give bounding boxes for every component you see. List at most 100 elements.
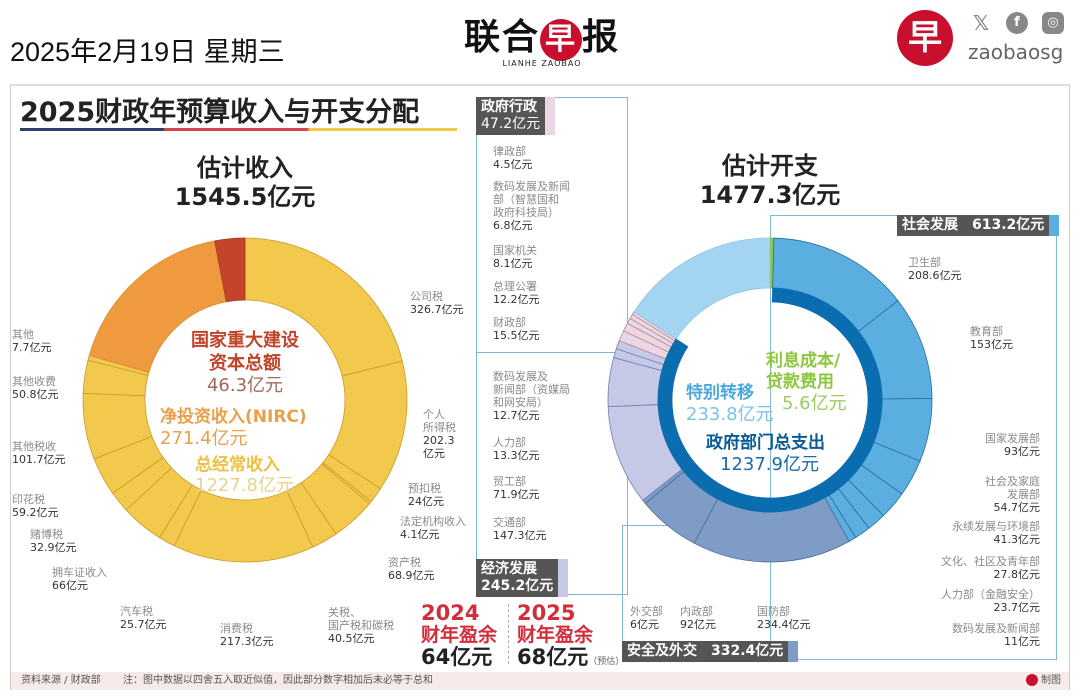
slice-label: 预扣税 24亿元	[408, 482, 444, 508]
slice-label-value: 13.3亿元	[493, 449, 540, 462]
slice-label: 人力部（金融安全） 23.7亿元	[941, 588, 1040, 614]
slice-label-value: 24亿元	[408, 495, 444, 508]
slice-label-value: 41.3亿元	[993, 533, 1041, 546]
slice-label-name: 永续发展与环境部	[952, 520, 1040, 533]
slice-label: 社会及家庭 发展部 54.7亿元	[985, 475, 1040, 514]
slice-label-name: 汽车税	[120, 605, 153, 618]
slice-label-name: 律政部	[493, 145, 526, 158]
surplus-year: 2025	[517, 601, 576, 625]
slice-label: 消费税 217.3亿元	[220, 622, 274, 648]
slice-label-name: 法定机构收入	[400, 515, 466, 528]
ministry-value: 1237.9亿元	[720, 454, 819, 475]
slice-label-value: 234.4亿元	[757, 618, 811, 631]
slice-label: 永续发展与环境部 41.3亿元	[952, 520, 1040, 546]
slice-label: 国防部 234.4亿元	[757, 605, 811, 631]
group-name: 社会发展	[902, 217, 958, 233]
slice-label-name: 国防部	[757, 605, 790, 618]
x-icon[interactable]: 𝕏	[972, 11, 990, 35]
slice-label-value: 40.5亿元	[328, 632, 375, 645]
slice-label-name: 关税、 国产税和碳税	[328, 606, 394, 632]
slice-label: 关税、 国产税和碳税 40.5亿元	[328, 606, 394, 645]
slice-label-value: 93亿元	[1004, 445, 1040, 458]
slice-label-name: 其他收费	[12, 375, 56, 388]
social-handle: zaobaosg	[968, 40, 1064, 64]
special-title: 特别转移	[686, 383, 754, 403]
capital-title: 国家重大建设	[191, 330, 299, 351]
credit-text: 制图	[1041, 675, 1061, 686]
slice-label: 律政部 4.5亿元	[493, 145, 533, 171]
slice-label: 卫生部 208.6亿元	[908, 256, 962, 282]
slice-label-value: 71.9亿元	[493, 488, 540, 501]
slice-label-name: 总理公署	[493, 280, 537, 293]
footnote: 注：图中数据以四舍五入取近似值，因此部分数字相加后未必等于总和	[123, 675, 433, 686]
surplus-year: 2024	[421, 601, 480, 625]
income-total: 1545.5亿元	[174, 183, 316, 211]
slice-label-value: 7.7亿元	[12, 341, 52, 354]
zaobao-brand-icon: 早	[897, 10, 953, 66]
slice-label: 其他 7.7亿元	[12, 328, 52, 354]
slice-label: 其他税收 101.7亿元	[12, 440, 66, 466]
regular-title: 总经常收入	[195, 455, 280, 475]
interest-title-2: 贷款费用	[766, 372, 834, 392]
surplus-note: （预估）	[588, 657, 625, 667]
date: 2025年2月19日 星期三	[10, 37, 285, 67]
lianhe-zaobao-logo: 联合早报 LIANHE ZAOBAO	[452, 8, 632, 68]
facebook-icon[interactable]: f	[1006, 12, 1028, 34]
page-title: 2025财政年预算收入与开支分配	[20, 97, 420, 128]
surplus-label: 财年盈余	[517, 624, 594, 646]
slice-label: 数码发展及 新闻部（资媒局 和网安局） 12.7亿元	[493, 370, 570, 422]
expenditure-slice-21	[633, 237, 771, 340]
slice-label-name: 消费税	[220, 622, 253, 635]
surplus-value: 64亿元	[421, 645, 493, 669]
slice-label-name: 数码发展及新闻部	[952, 622, 1040, 635]
group-name: 安全及外交	[627, 643, 697, 659]
slice-label-name: 其他	[12, 328, 34, 341]
logo-english: LIANHE ZAOBAO	[502, 59, 582, 68]
slice-label-name: 拥车证收入	[52, 566, 107, 579]
slice-label-value: 147.3亿元	[493, 529, 547, 542]
security-tab: 安全及外交 332.4亿元	[622, 641, 799, 662]
slice-label-value: 4.5亿元	[493, 158, 533, 171]
nirc-value: 271.4亿元	[160, 428, 248, 449]
group-value: 245.2亿元	[481, 578, 554, 594]
slice-label-value: 50.8亿元	[12, 388, 59, 401]
slice-label: 拥车证收入 66亿元	[52, 566, 107, 592]
slice-label: 教育部 153亿元	[970, 325, 1013, 351]
interest-title: 利息成本/	[766, 351, 841, 371]
slice-label-value: 92亿元	[680, 618, 716, 631]
slice-label: 人力部 13.3亿元	[493, 436, 540, 462]
expenditure-heading: 估计开支	[722, 152, 818, 180]
slice-label-value: 12.2亿元	[493, 293, 540, 306]
slice-label-value: 208.6亿元	[908, 269, 962, 282]
slice-label-name: 内政部	[680, 605, 713, 618]
slice-label-name: 交通部	[493, 516, 526, 529]
slice-label-name: 外交部	[630, 605, 663, 618]
slice-label-value: 202.3 亿元	[423, 434, 455, 460]
slice-label-value: 66亿元	[52, 579, 88, 592]
slice-label-value: 12.7亿元	[493, 409, 540, 422]
slice-label-name: 卫生部	[908, 256, 941, 269]
slice-label-name: 个人 所得税	[423, 408, 456, 434]
slice-label: 其他收费 50.8亿元	[12, 375, 59, 401]
slice-label-name: 数码发展及新闻 部（智慧国和 政府科技局）	[493, 180, 570, 219]
footer: 资料来源 / 财政部 注：图中数据以四舍五入取近似值，因此部分数字相加后未必等于…	[11, 672, 1069, 690]
slice-label-name: 赌博税	[30, 528, 63, 541]
slice-label-value: 15.5亿元	[493, 329, 540, 342]
slice-label: 法定机构收入 4.1亿元	[400, 515, 466, 541]
instagram-icon[interactable]: ◎	[1042, 12, 1064, 34]
slice-label-value: 101.7亿元	[12, 453, 66, 466]
slice-label-value: 153亿元	[970, 338, 1013, 351]
slice-label-name: 国家机关	[493, 244, 537, 257]
slice-label-name: 人力部	[493, 436, 526, 449]
slice-label-value: 68.9亿元	[388, 569, 435, 582]
slice-label: 内政部 92亿元	[680, 605, 716, 631]
slice-label: 数码发展及新闻部 11亿元	[952, 622, 1040, 648]
slice-label: 财政部 15.5亿元	[493, 316, 540, 342]
slice-label: 数码发展及新闻 部（智慧国和 政府科技局） 6.8亿元	[493, 180, 570, 232]
income-slice-0	[244, 237, 403, 377]
surplus-divider	[508, 604, 509, 664]
slice-label-name: 印花税	[12, 493, 45, 506]
slice-label: 外交部 6亿元	[630, 605, 663, 631]
slice-label: 赌博税 32.9亿元	[30, 528, 77, 554]
slice-label-name: 其他税收	[12, 440, 56, 453]
